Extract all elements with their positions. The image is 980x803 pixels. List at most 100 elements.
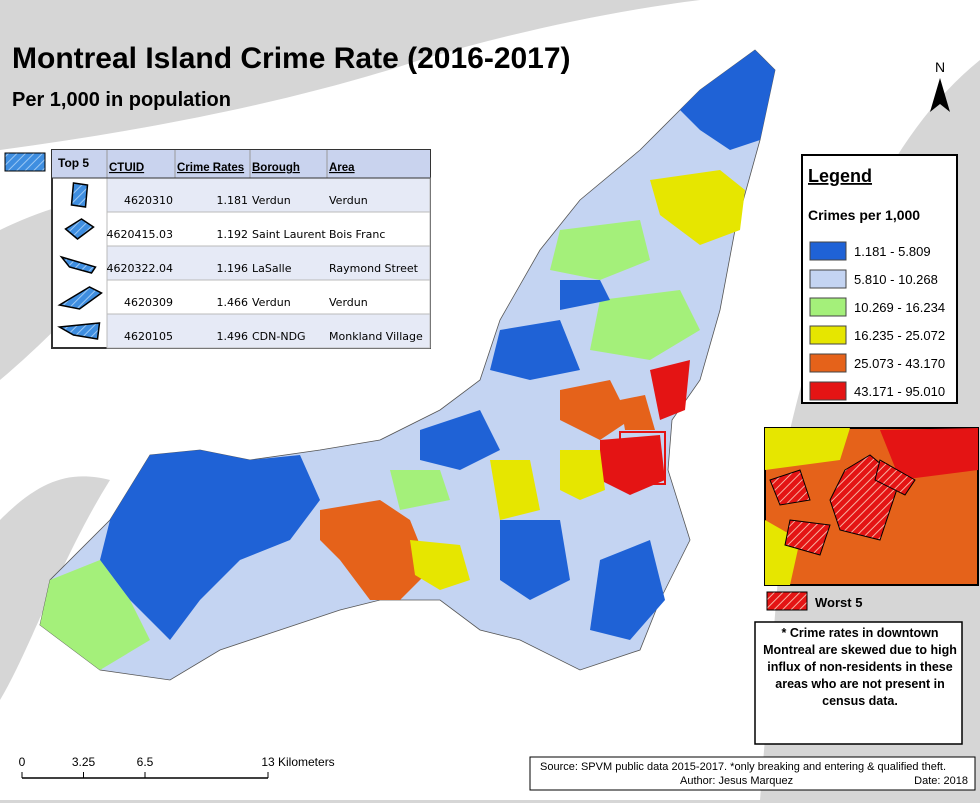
zone <box>600 435 665 495</box>
worst-swatch <box>766 591 808 611</box>
worst-label: Worst 5 <box>815 595 862 610</box>
land <box>0 476 110 700</box>
crime-rate: 1.181 <box>217 194 249 207</box>
column-header: CTUID <box>109 162 144 174</box>
legend-label: 5.810 - 10.268 <box>854 272 938 287</box>
shape-icon <box>70 182 89 208</box>
legend-swatch <box>809 325 847 345</box>
zone <box>620 395 655 430</box>
zone <box>420 410 500 470</box>
zone <box>650 170 745 245</box>
zone <box>100 450 320 640</box>
area: Verdun <box>329 296 368 309</box>
borough: CDN-NDG <box>252 330 306 343</box>
zone <box>410 540 470 590</box>
legend-label: 25.073 - 43.170 <box>854 356 945 371</box>
shape-icon <box>57 286 103 310</box>
ctuid: 4620309 <box>124 296 173 309</box>
legend-swatch <box>809 269 847 289</box>
shape-icon <box>57 322 101 340</box>
zone <box>590 540 665 640</box>
ctuid: 4620322.04 <box>107 262 173 275</box>
legend-label: 1.181 - 5.809 <box>854 244 931 259</box>
north-arrow: N <box>930 59 950 112</box>
table-row-bg <box>106 313 431 349</box>
title: Montreal Island Crime Rate (2016-2017) <box>12 42 571 75</box>
zone <box>490 460 540 520</box>
zone <box>590 290 700 360</box>
zone <box>320 500 430 600</box>
legend-label: 43.171 - 95.010 <box>854 384 945 399</box>
zone <box>390 470 450 510</box>
legend: Legend Crimes per 1,000 1.181 - 5.809 5.810… <box>801 154 958 404</box>
borough: Verdun <box>252 194 291 207</box>
source: Source: SPVM public data 2015-2017. *onl… <box>540 761 946 773</box>
zone <box>40 560 150 670</box>
area: Monkland Village <box>329 330 423 343</box>
legend-label: 16.235 - 25.072 <box>854 328 945 343</box>
subtitle: Per 1,000 in population <box>12 89 231 111</box>
borough: Verdun <box>252 296 291 309</box>
legend-label: 10.269 - 16.234 <box>854 300 945 315</box>
zone <box>680 50 775 150</box>
table-row-bg <box>106 211 431 247</box>
borough: Saint Laurent <box>252 228 326 241</box>
scale-label: 0 <box>19 755 26 769</box>
ctuid: 4620105 <box>124 330 173 343</box>
borough: LaSalle <box>252 262 292 275</box>
shape-icon <box>64 218 95 240</box>
crime-rate: 1.196 <box>217 262 249 275</box>
scale-label: 3.25 <box>72 755 96 769</box>
zone <box>490 320 580 380</box>
shape-icon <box>59 255 97 274</box>
zone <box>650 360 690 420</box>
downtown-box <box>619 431 666 485</box>
inset-zone <box>880 428 978 480</box>
legend-swatch <box>809 297 847 317</box>
crime-rate: 1.496 <box>217 330 249 343</box>
legend-swatch <box>809 353 847 373</box>
scale-bar: 0 3.25 6.5 13 Kilometers <box>19 755 335 779</box>
zone <box>560 280 610 310</box>
inset: Worst 5 <box>764 427 979 611</box>
note: * Crime rates in downtown Montreal are s… <box>763 626 957 708</box>
column-header: Area <box>329 162 355 174</box>
scale-label: 13 <box>261 755 275 769</box>
top5-table: Top 5 CTUID Crime Rates Borough Area 4620310 1… <box>51 149 431 349</box>
top5-swatch <box>4 152 46 172</box>
author: Author: Jesus Marquez <box>680 775 793 787</box>
crime-rate: 1.192 <box>217 228 249 241</box>
table-header-bg <box>52 150 430 178</box>
table-row-bg <box>106 177 431 213</box>
area: Bois Franc <box>329 228 385 241</box>
inset-hatch <box>769 469 811 506</box>
zone <box>560 380 630 440</box>
ctuid: 4620310 <box>124 194 173 207</box>
north-label: N <box>935 59 945 75</box>
zone <box>560 450 605 500</box>
area: Verdun <box>329 194 368 207</box>
legend-swatch <box>809 241 847 261</box>
note-container: * Crime rates in downtown Montreal are s… <box>763 626 957 708</box>
inset-hatch <box>874 459 916 496</box>
note-box <box>754 621 963 745</box>
source-box <box>529 756 976 791</box>
inset-hatch <box>784 519 831 556</box>
table-row-bg <box>106 279 431 315</box>
ctuid: 4620415.03 <box>107 228 173 241</box>
zone <box>500 520 570 600</box>
column-header: Borough <box>252 162 300 174</box>
area: Raymond Street <box>329 262 419 275</box>
inset-zone <box>765 428 850 470</box>
north-arrow-shape <box>930 78 950 112</box>
table-row-bg <box>106 245 431 281</box>
island <box>39 49 776 681</box>
zone <box>550 220 650 280</box>
table-label: Top 5 <box>58 156 89 170</box>
crime-rate: 1.466 <box>217 296 249 309</box>
column-header: Crime Rates <box>177 162 244 174</box>
scale-unit: Kilometers <box>278 755 335 769</box>
date: Date: 2018 <box>914 775 968 787</box>
legend-subtitle: Crimes per 1,000 <box>808 207 920 223</box>
